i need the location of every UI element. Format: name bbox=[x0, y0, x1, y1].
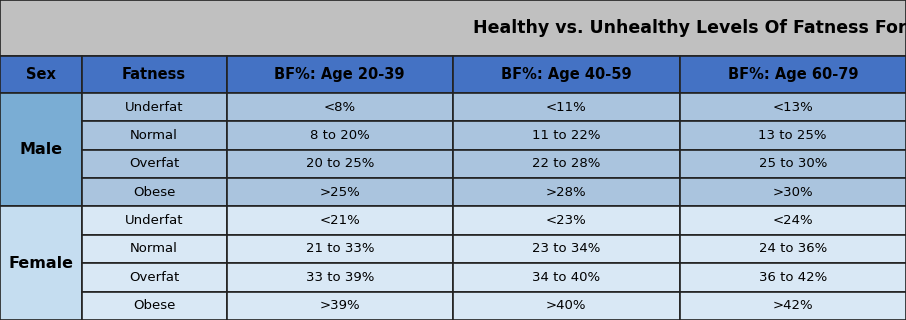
Text: Underfat: Underfat bbox=[125, 100, 183, 114]
Text: 36 to 42%: 36 to 42% bbox=[758, 271, 827, 284]
Text: 25 to 30%: 25 to 30% bbox=[758, 157, 827, 170]
Bar bbox=[82, 206, 226, 235]
Bar bbox=[680, 93, 906, 121]
Bar bbox=[226, 263, 453, 292]
Text: 21 to 33%: 21 to 33% bbox=[305, 243, 374, 255]
Bar bbox=[226, 206, 453, 235]
Text: Overfat: Overfat bbox=[129, 157, 179, 170]
Text: BF%: Age 60-79: BF%: Age 60-79 bbox=[728, 67, 858, 82]
Bar bbox=[226, 121, 453, 150]
Bar bbox=[453, 149, 680, 178]
Text: Obese: Obese bbox=[133, 299, 175, 312]
Bar bbox=[226, 149, 453, 178]
Text: >40%: >40% bbox=[546, 299, 586, 312]
Text: >30%: >30% bbox=[773, 186, 813, 199]
Bar bbox=[226, 93, 453, 121]
Text: >42%: >42% bbox=[773, 299, 813, 312]
Text: 33 to 39%: 33 to 39% bbox=[305, 271, 374, 284]
Bar bbox=[453, 93, 680, 121]
Text: 24 to 36%: 24 to 36% bbox=[758, 243, 827, 255]
Bar bbox=[82, 235, 226, 263]
Bar bbox=[0, 0, 906, 56]
Bar bbox=[453, 235, 680, 263]
Text: 8 to 20%: 8 to 20% bbox=[310, 129, 370, 142]
Text: BF%: Age 20-39: BF%: Age 20-39 bbox=[275, 67, 405, 82]
Bar bbox=[453, 292, 680, 320]
Text: <8%: <8% bbox=[323, 100, 356, 114]
Text: 23 to 34%: 23 to 34% bbox=[532, 243, 601, 255]
Bar bbox=[0, 93, 82, 206]
Bar bbox=[0, 56, 82, 93]
Bar bbox=[82, 263, 226, 292]
Bar bbox=[82, 121, 226, 150]
Text: Obese: Obese bbox=[133, 186, 175, 199]
Bar bbox=[680, 235, 906, 263]
Text: 11 to 22%: 11 to 22% bbox=[532, 129, 601, 142]
Bar bbox=[0, 206, 82, 320]
Text: Female: Female bbox=[8, 256, 73, 271]
Text: <13%: <13% bbox=[773, 100, 813, 114]
Bar bbox=[453, 56, 680, 93]
Bar bbox=[453, 178, 680, 206]
Bar bbox=[680, 263, 906, 292]
Bar bbox=[82, 56, 226, 93]
Text: BF%: Age 40-59: BF%: Age 40-59 bbox=[501, 67, 631, 82]
Bar bbox=[453, 206, 680, 235]
Bar bbox=[680, 206, 906, 235]
Bar bbox=[453, 121, 680, 150]
Bar bbox=[82, 292, 226, 320]
Text: <21%: <21% bbox=[320, 214, 360, 227]
Bar bbox=[680, 149, 906, 178]
Bar bbox=[82, 178, 226, 206]
Text: <11%: <11% bbox=[546, 100, 586, 114]
Text: Male: Male bbox=[19, 142, 63, 157]
Bar bbox=[680, 178, 906, 206]
Text: Normal: Normal bbox=[130, 243, 178, 255]
Bar bbox=[226, 235, 453, 263]
Text: >25%: >25% bbox=[320, 186, 360, 199]
Bar bbox=[82, 93, 226, 121]
Text: 22 to 28%: 22 to 28% bbox=[532, 157, 601, 170]
Text: Sex: Sex bbox=[26, 67, 55, 82]
Text: 34 to 40%: 34 to 40% bbox=[532, 271, 601, 284]
Text: Underfat: Underfat bbox=[125, 214, 183, 227]
Text: >39%: >39% bbox=[320, 299, 360, 312]
Text: Healthy vs. Unhealthy Levels Of Fatness For Males & Females Of Different Ages: Healthy vs. Unhealthy Levels Of Fatness … bbox=[473, 19, 906, 37]
Text: Fatness: Fatness bbox=[122, 67, 186, 82]
Bar bbox=[82, 149, 226, 178]
Bar bbox=[680, 121, 906, 150]
Bar bbox=[226, 292, 453, 320]
Text: 13 to 25%: 13 to 25% bbox=[758, 129, 827, 142]
Bar bbox=[453, 263, 680, 292]
Text: Overfat: Overfat bbox=[129, 271, 179, 284]
Text: 20 to 25%: 20 to 25% bbox=[305, 157, 374, 170]
Text: <23%: <23% bbox=[546, 214, 586, 227]
Bar bbox=[226, 178, 453, 206]
Text: Normal: Normal bbox=[130, 129, 178, 142]
Bar bbox=[680, 292, 906, 320]
Bar bbox=[226, 56, 453, 93]
Text: >28%: >28% bbox=[546, 186, 586, 199]
Text: <24%: <24% bbox=[773, 214, 813, 227]
Bar bbox=[680, 56, 906, 93]
